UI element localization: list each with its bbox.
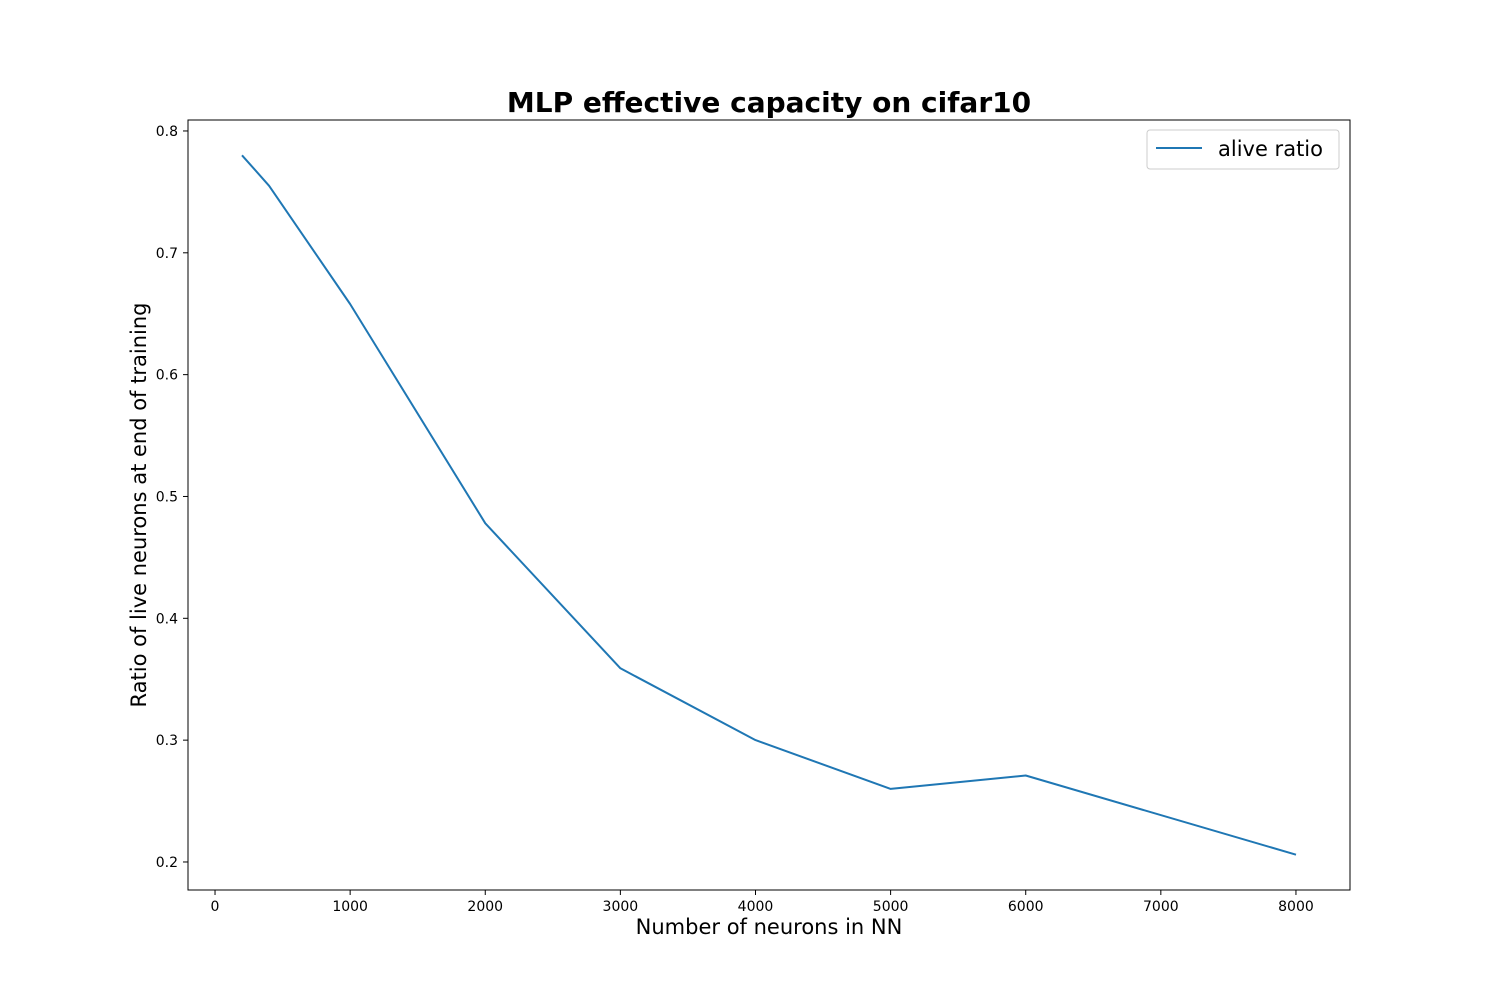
x-axis-ticks: 0 1000 2000 3000 4000 5000 6000 7000 8000 (211, 890, 1314, 915)
y-tick-label: 0.3 (156, 733, 178, 749)
x-tick-label: 2000 (467, 899, 503, 915)
y-tick-label: 0.6 (156, 368, 178, 384)
y-tick-label: 0.4 (156, 611, 178, 627)
legend: alive ratio (1146, 129, 1340, 170)
legend-box (1146, 129, 1340, 170)
x-tick-label: 7000 (1143, 899, 1179, 915)
y-tick-label: 0.7 (156, 246, 178, 262)
x-axis-label: Number of neurons in NN (636, 915, 903, 939)
series-layer (241, 154, 1297, 856)
y-tick-label: 0.5 (156, 489, 178, 505)
x-tick-label: 5000 (873, 899, 909, 915)
y-axis-label: Ratio of live neurons at end of training (127, 303, 151, 708)
legend-label-alive-ratio: alive ratio (1218, 137, 1323, 161)
y-axis-ticks: 0.2 0.3 0.4 0.5 0.6 0.7 0.8 (156, 124, 188, 871)
x-tick-label: 3000 (603, 899, 639, 915)
plot-area-frame (187, 119, 1351, 891)
series-line-alive-ratio (241, 154, 1297, 856)
y-tick-label: 0.8 (156, 124, 178, 140)
x-tick-label: 0 (211, 899, 220, 915)
y-tick-label: 0.2 (156, 855, 178, 871)
x-tick-label: 8000 (1278, 899, 1314, 915)
x-tick-label: 1000 (332, 899, 368, 915)
x-tick-label: 4000 (738, 899, 774, 915)
x-tick-label: 6000 (1008, 899, 1044, 915)
chart-title: MLP effective capacity on cifar10 (507, 86, 1031, 119)
